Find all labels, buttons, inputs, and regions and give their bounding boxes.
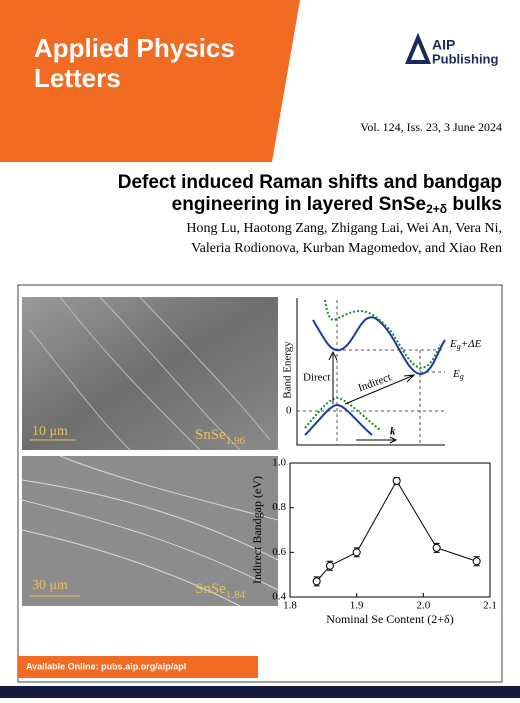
- sem-image: [22, 456, 278, 606]
- label-sub: g: [457, 342, 461, 351]
- band-diagram: [296, 298, 446, 446]
- data-point: [432, 543, 441, 552]
- sample-label: SnSe1.84: [195, 581, 246, 600]
- arrow: [328, 350, 416, 405]
- data-point: [326, 561, 334, 570]
- data-line: [316, 479, 477, 582]
- data-point: [472, 557, 481, 566]
- publisher: AIP: [432, 37, 455, 53]
- band-curve: [304, 396, 381, 431]
- footer-bar: [0, 686, 520, 698]
- journal-title: Letters: [34, 63, 121, 93]
- x-tick-label: 2.1: [483, 600, 497, 612]
- sem-texture: [29, 296, 271, 451]
- y-tick-label: 1.0: [272, 457, 286, 469]
- figure-frame: [17, 284, 503, 683]
- sample: SnSe: [195, 581, 226, 597]
- band-curve: [312, 316, 446, 375]
- title-part: engineering in layered SnSe: [172, 194, 426, 215]
- scale-label: 10 μm: [32, 424, 68, 439]
- band-label: k: [390, 426, 396, 438]
- x-tick-label: 2.0: [416, 600, 430, 612]
- band-label: Eg+ΔE: [449, 338, 482, 351]
- guide: [297, 300, 445, 445]
- y-axis-label: Indirect Bandgap (eV): [250, 476, 264, 584]
- band-curve: [304, 403, 373, 436]
- plot-frame: [289, 462, 491, 598]
- label: E: [452, 368, 460, 380]
- label: +ΔE: [461, 338, 482, 350]
- title-sub: 2+δ: [426, 202, 447, 216]
- title: Defect induced Raman shifts and bandgap: [118, 172, 502, 193]
- header-band: [0, 0, 300, 162]
- band-curve: [324, 299, 441, 369]
- y-tick-label: 0.4: [272, 591, 286, 603]
- publisher: Publishing: [432, 51, 499, 66]
- x-axis-label: Nominal Se Content (2+δ): [326, 612, 453, 626]
- sample-label: SnSe1.96: [195, 427, 246, 446]
- band-label: Indirect: [357, 371, 393, 394]
- footer-link: Available Online: pubs.aip.org/aip/apl: [26, 661, 186, 671]
- authors: Hong Lu, Haotong Zang, Zhigang Lai, Wei …: [186, 221, 502, 236]
- y-tick-label: 0.8: [272, 501, 286, 513]
- sem-texture: [21, 455, 279, 607]
- title-part: bulks: [447, 194, 502, 215]
- band-label: Direct: [303, 372, 330, 384]
- sample: SnSe: [195, 427, 226, 443]
- x-tick-label: 1.9: [350, 600, 364, 612]
- label: E: [449, 338, 457, 350]
- axis: [296, 298, 445, 446]
- band-label: Eg: [452, 368, 464, 381]
- x-tick-label: 1.8: [283, 600, 297, 612]
- label-sub: g: [460, 372, 464, 381]
- title: engineering in layered SnSe2+δ bulks: [172, 194, 502, 216]
- scale-label: 30 μm: [32, 578, 68, 593]
- y-tick-label: 0.6: [272, 546, 286, 558]
- journal-title: Applied Physics: [34, 33, 235, 63]
- logo-icon: [405, 32, 431, 64]
- band-label: 0: [286, 405, 292, 417]
- sample-sub: 1.84: [226, 589, 246, 601]
- data-point: [392, 476, 401, 485]
- footer-badge: [18, 656, 258, 678]
- data-point: [352, 548, 361, 557]
- arrow: [356, 436, 398, 444]
- band-ylabel: Band Energy: [282, 341, 294, 399]
- sample-sub: 1.96: [226, 435, 246, 447]
- data-point: [312, 577, 321, 586]
- issue: Vol. 124, Iss. 23, 3 June 2024: [360, 120, 502, 134]
- authors: Valeria Rodionova, Kurban Magomedov, and…: [191, 241, 502, 256]
